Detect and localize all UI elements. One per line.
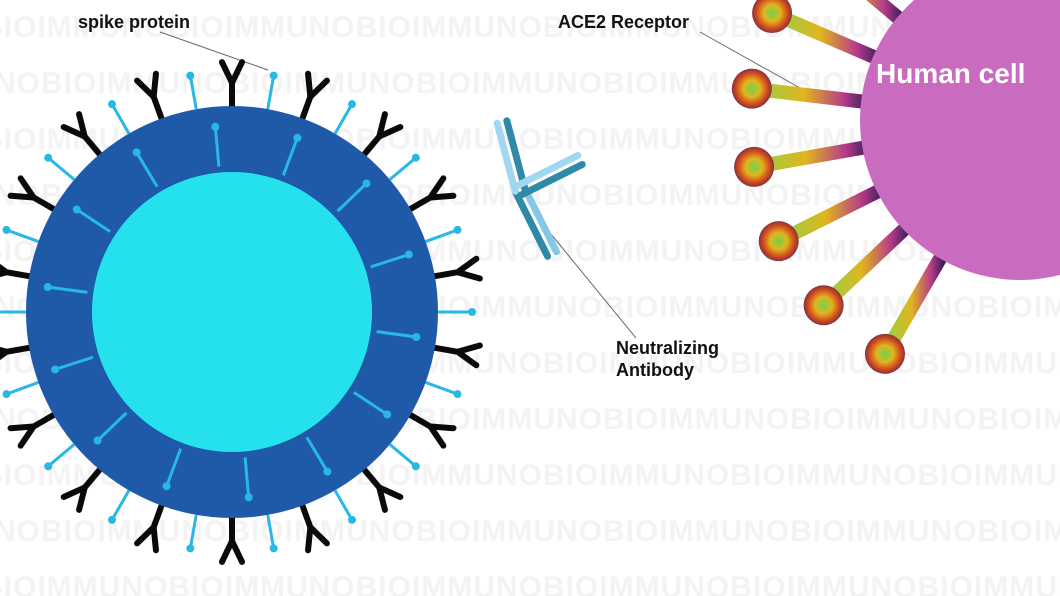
spike xyxy=(137,74,161,119)
label-ace2-receptor: ACE2 Receptor xyxy=(558,12,689,33)
spike xyxy=(435,259,480,279)
spike xyxy=(364,114,400,154)
spike xyxy=(137,506,161,551)
spike xyxy=(435,345,480,365)
spike xyxy=(302,506,326,551)
diagram-stage: IMMUNOBIOIMMUNOBIOIMMUNOBIOIMMUNOBIOIMMU… xyxy=(0,0,1060,596)
spike xyxy=(64,470,100,510)
spike xyxy=(410,415,453,446)
label-spike-protein: spike protein xyxy=(78,12,190,33)
spike xyxy=(364,470,400,510)
spike xyxy=(64,114,100,154)
spike xyxy=(222,518,242,562)
spike xyxy=(11,415,54,446)
spike xyxy=(222,62,242,106)
spike xyxy=(0,345,29,365)
label-antibody: Antibody xyxy=(616,360,694,381)
label-neutralizing: Neutralizing xyxy=(616,338,719,359)
spike xyxy=(11,178,54,209)
spike xyxy=(302,74,326,119)
spike xyxy=(410,178,453,209)
neutralizing-antibody xyxy=(497,121,582,257)
human-cell xyxy=(732,0,1060,374)
virus-particle xyxy=(0,62,480,562)
spike xyxy=(0,259,29,279)
label-human-cell: Human cell xyxy=(876,58,1025,90)
